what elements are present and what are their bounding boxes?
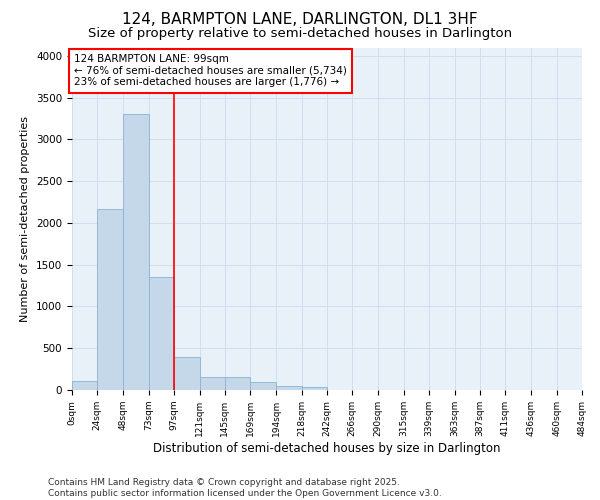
Text: 124, BARMPTON LANE, DARLINGTON, DL1 3HF: 124, BARMPTON LANE, DARLINGTON, DL1 3HF	[122, 12, 478, 28]
Bar	[277, 386, 302, 390]
Text: Contains HM Land Registry data © Crown copyright and database right 2025.
Contai: Contains HM Land Registry data © Crown c…	[48, 478, 442, 498]
Bar	[302, 387, 327, 390]
Bar	[225, 377, 250, 390]
Bar	[250, 382, 277, 390]
X-axis label: Distribution of semi-detached houses by size in Darlington: Distribution of semi-detached houses by …	[153, 442, 501, 454]
Text: Size of property relative to semi-detached houses in Darlington: Size of property relative to semi-detach…	[88, 28, 512, 40]
Text: 124 BARMPTON LANE: 99sqm
← 76% of semi-detached houses are smaller (5,734)
23% o: 124 BARMPTON LANE: 99sqm ← 76% of semi-d…	[74, 54, 347, 88]
Bar	[149, 277, 174, 390]
Bar	[199, 376, 225, 390]
Bar	[72, 381, 97, 390]
Bar	[97, 208, 122, 390]
Bar	[122, 114, 149, 390]
Bar	[174, 358, 199, 390]
Y-axis label: Number of semi-detached properties: Number of semi-detached properties	[20, 116, 31, 322]
